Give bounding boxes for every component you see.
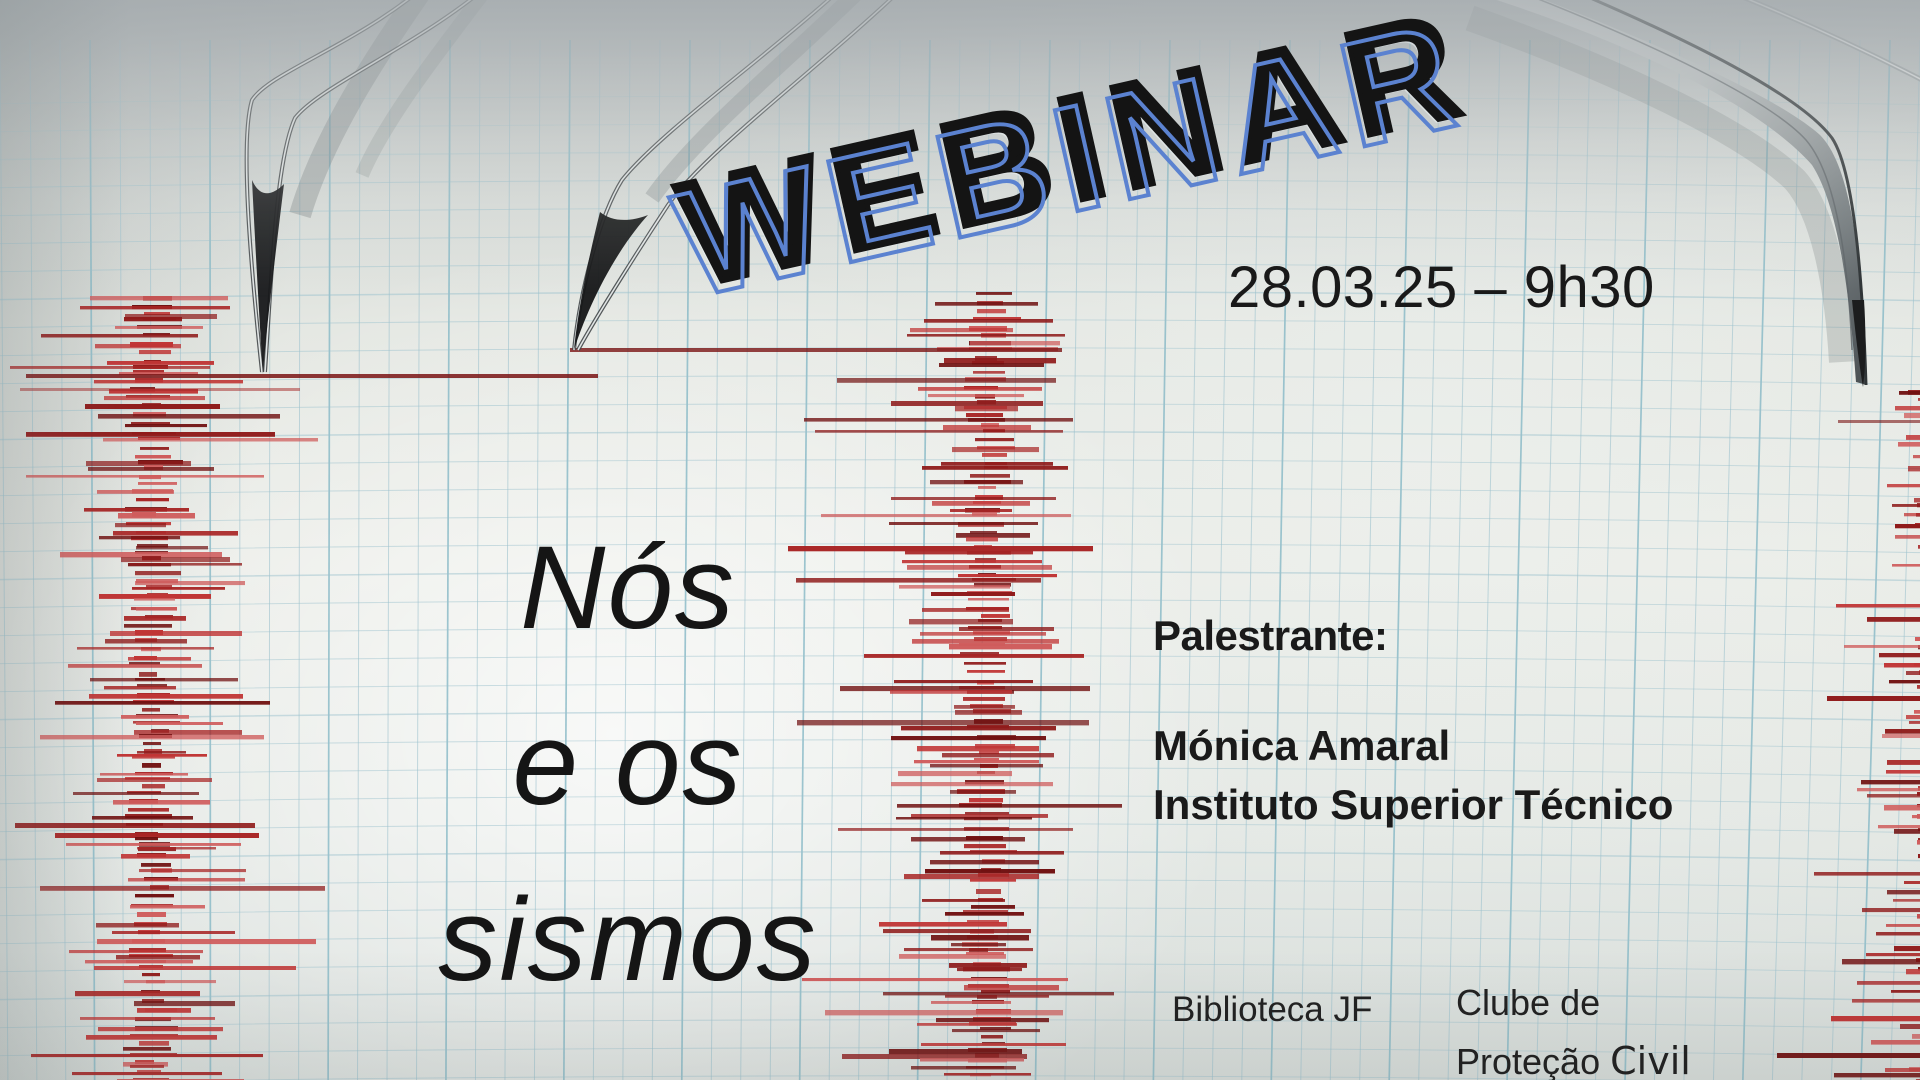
- poster-title-line-1: Nós: [520, 522, 736, 654]
- organizer-clube-line2-word2: Civil: [1610, 1039, 1691, 1080]
- poster-title: Nós e os sismos: [438, 500, 817, 1028]
- organizer-clube-line2-word1: Proteção: [1456, 1041, 1601, 1080]
- event-datetime: 28.03.25 – 9h30: [1228, 255, 1655, 320]
- poster-title-line-2: e os: [512, 698, 744, 830]
- speaker-block: Palestrante: Mónica Amaral Instituto Sup…: [1153, 612, 1673, 829]
- seismic-trace-right: [1777, 390, 1920, 1080]
- speaker-name: Mónica Amaral: [1153, 722, 1451, 769]
- seismic-trace-left: [10, 296, 325, 1080]
- seismic-trace-middle: [788, 292, 1122, 1077]
- organizer-clube-line2: Proteção Civil: [1456, 1032, 1691, 1080]
- speaker-heading: Palestrante:: [1153, 612, 1388, 659]
- organizer-clube-protecao-civil: Clube de Proteção Civil: [1456, 974, 1691, 1080]
- organizer-clube-line1: Clube de: [1456, 982, 1601, 1023]
- pen-baselines: [20, 348, 1920, 423]
- poster-title-line-3: sismos: [438, 874, 818, 1006]
- organizer-biblioteca: Biblioteca JF: [1172, 990, 1373, 1029]
- speaker-affiliation: Instituto Superior Técnico: [1153, 781, 1674, 828]
